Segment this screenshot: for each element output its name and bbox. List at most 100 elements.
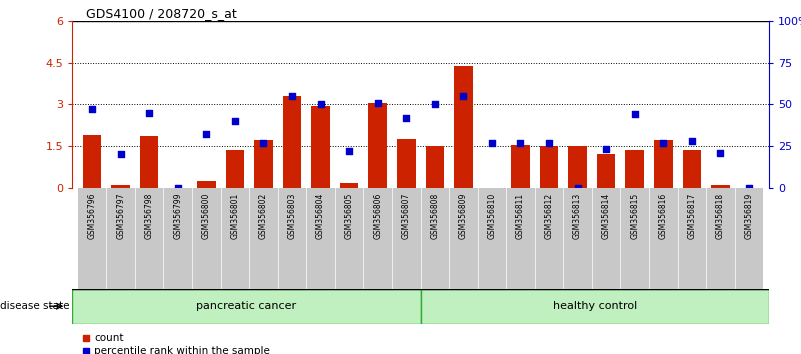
Text: GSM356798: GSM356798 — [145, 193, 154, 239]
Point — [286, 93, 299, 99]
Bar — [78, 188, 107, 289]
Bar — [421, 188, 449, 289]
Bar — [83, 135, 102, 188]
Point — [429, 102, 441, 107]
Bar — [312, 106, 330, 188]
Bar — [421, 289, 769, 324]
Bar — [626, 150, 644, 188]
Text: GSM356809: GSM356809 — [459, 193, 468, 239]
Text: disease state: disease state — [0, 301, 70, 311]
Bar — [163, 188, 192, 289]
Bar — [621, 188, 649, 289]
Text: GSM356818: GSM356818 — [716, 193, 725, 239]
Bar — [454, 65, 473, 188]
Bar — [597, 154, 615, 188]
Point — [200, 132, 213, 137]
Point — [143, 110, 155, 116]
Bar — [306, 188, 335, 289]
Bar — [283, 96, 301, 188]
Bar — [340, 183, 358, 188]
Text: GSM356797: GSM356797 — [116, 193, 125, 239]
Bar — [226, 150, 244, 188]
Point — [314, 102, 327, 107]
Point — [257, 140, 270, 145]
Bar — [678, 188, 706, 289]
Text: GSM356808: GSM356808 — [430, 193, 439, 239]
Text: GSM356804: GSM356804 — [316, 193, 325, 239]
Point — [115, 152, 127, 157]
Bar — [592, 188, 621, 289]
Bar — [192, 188, 220, 289]
Text: GSM356796: GSM356796 — [87, 193, 97, 239]
Text: GSM356805: GSM356805 — [344, 193, 353, 239]
Bar — [392, 188, 421, 289]
Text: GDS4100 / 208720_s_at: GDS4100 / 208720_s_at — [86, 7, 237, 20]
Text: GSM356814: GSM356814 — [602, 193, 610, 239]
Bar — [711, 185, 730, 188]
Bar — [135, 188, 163, 289]
Bar — [364, 188, 392, 289]
Bar — [682, 150, 701, 188]
Text: GSM356815: GSM356815 — [630, 193, 639, 239]
Bar — [197, 181, 215, 188]
Legend: count, percentile rank within the sample: count, percentile rank within the sample — [78, 329, 274, 354]
Bar — [449, 188, 477, 289]
Text: pancreatic cancer: pancreatic cancer — [196, 301, 296, 311]
Bar — [425, 146, 444, 188]
Point — [400, 115, 413, 121]
Point — [571, 185, 584, 190]
Point — [686, 138, 698, 144]
Text: GSM356813: GSM356813 — [573, 193, 582, 239]
Text: GSM356810: GSM356810 — [488, 193, 497, 239]
Bar — [111, 185, 130, 188]
Point — [514, 140, 527, 145]
Text: GSM356802: GSM356802 — [259, 193, 268, 239]
Bar — [477, 188, 506, 289]
Text: GSM356819: GSM356819 — [744, 193, 754, 239]
Point — [457, 93, 469, 99]
Bar — [368, 103, 387, 188]
Bar — [511, 145, 529, 188]
Bar — [249, 188, 278, 289]
Bar — [397, 139, 416, 188]
Text: GSM356811: GSM356811 — [516, 193, 525, 239]
Point — [228, 118, 241, 124]
Point — [372, 100, 384, 105]
Bar — [335, 188, 364, 289]
Bar — [107, 188, 135, 289]
Bar — [140, 136, 159, 188]
Text: GSM356812: GSM356812 — [545, 193, 553, 239]
Bar — [254, 141, 272, 188]
Point — [743, 185, 755, 190]
Point — [86, 107, 99, 112]
Text: GSM356801: GSM356801 — [231, 193, 239, 239]
Text: GSM356807: GSM356807 — [402, 193, 411, 239]
Bar — [563, 188, 592, 289]
Text: GSM356799: GSM356799 — [173, 193, 183, 239]
Point — [628, 112, 641, 117]
Text: GSM356816: GSM356816 — [658, 193, 668, 239]
Bar — [569, 146, 587, 188]
Text: GSM356800: GSM356800 — [202, 193, 211, 239]
Text: GSM356817: GSM356817 — [687, 193, 696, 239]
Point — [171, 185, 184, 190]
Point — [600, 147, 613, 152]
Text: healthy control: healthy control — [553, 301, 637, 311]
Bar — [72, 289, 421, 324]
Point — [485, 140, 498, 145]
Point — [542, 140, 555, 145]
Bar — [506, 188, 535, 289]
Bar — [540, 146, 558, 188]
Bar — [535, 188, 563, 289]
Bar — [278, 188, 306, 289]
Text: GSM356806: GSM356806 — [373, 193, 382, 239]
Bar — [649, 188, 678, 289]
Bar — [654, 141, 673, 188]
Point — [657, 140, 670, 145]
Bar — [220, 188, 249, 289]
Bar — [706, 188, 735, 289]
Bar — [735, 188, 763, 289]
Point — [343, 148, 356, 154]
Point — [714, 150, 727, 155]
Text: GSM356803: GSM356803 — [288, 193, 296, 239]
